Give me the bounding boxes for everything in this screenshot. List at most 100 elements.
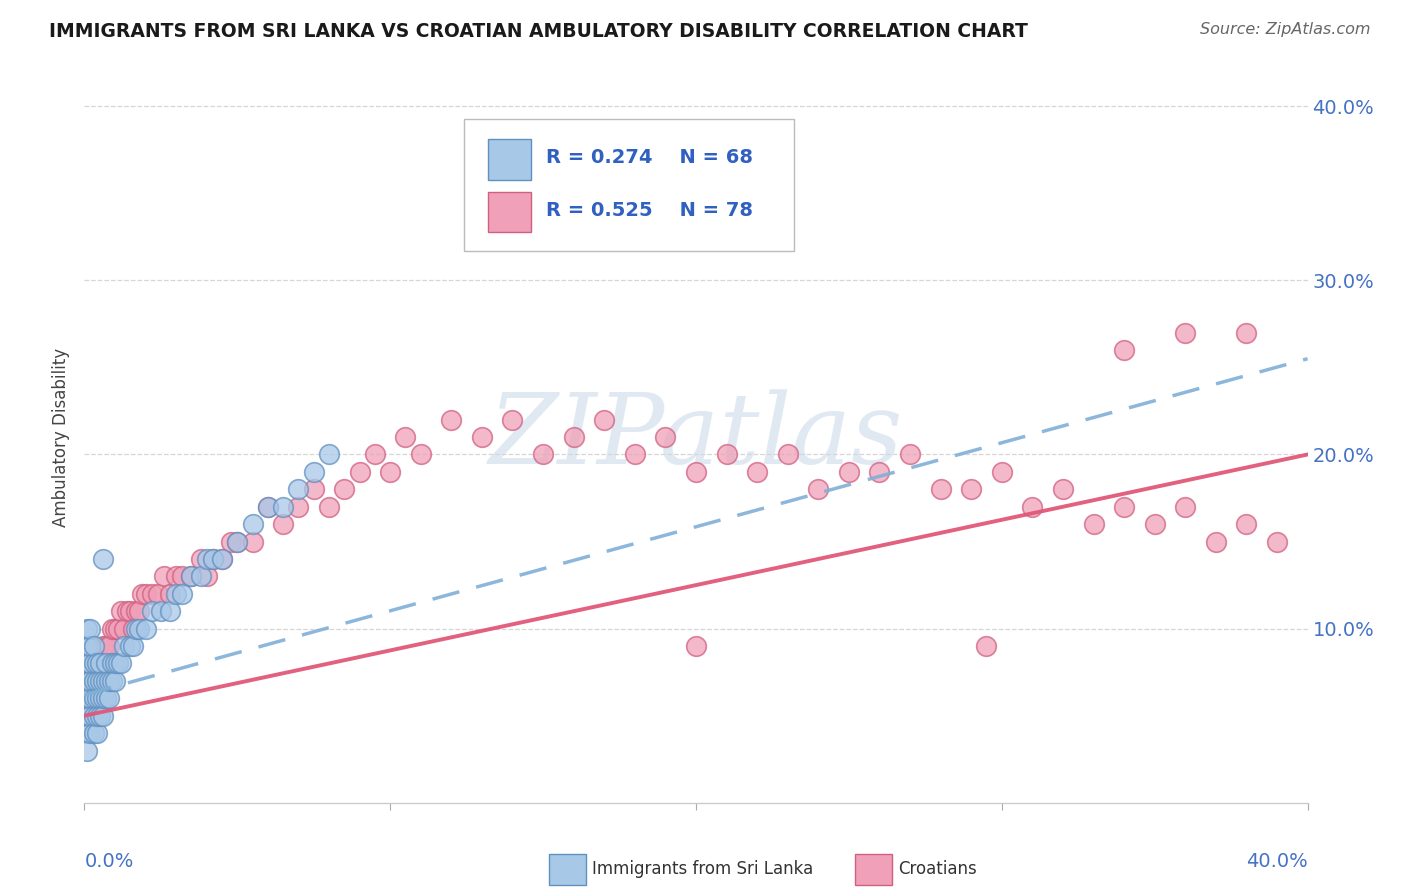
Point [226,534,249,549]
Point [271,517,294,532]
Text: 40.0%: 40.0% [1246,852,1308,871]
Text: R = 0.274    N = 68: R = 0.274 N = 68 [546,148,752,167]
Point [302,465,325,479]
Point [76,657,98,671]
Point [76,673,98,688]
Point [120,639,142,653]
Point [91,708,114,723]
Point [94,691,117,706]
Point [318,500,340,514]
Point [76,691,98,706]
Point [149,604,172,618]
Point [1205,534,1227,549]
Point [79,673,101,688]
FancyBboxPatch shape [550,854,586,885]
FancyBboxPatch shape [488,192,531,232]
Point [122,639,145,653]
Text: IMMIGRANTS FROM SRI LANKA VS CROATIAN AMBULATORY DISABILITY CORRELATION CHART: IMMIGRANTS FROM SRI LANKA VS CROATIAN AM… [49,22,1028,41]
Point [349,465,371,479]
Point [101,622,124,636]
Point [562,430,585,444]
Point [211,552,233,566]
Point [83,726,105,740]
Point [172,569,194,583]
Point [153,569,176,583]
Point [79,622,101,636]
Point [89,657,111,671]
Point [79,639,101,653]
FancyBboxPatch shape [855,854,891,885]
Point [180,569,202,583]
Point [1083,517,1105,532]
Point [219,534,242,549]
Point [79,726,101,740]
Point [898,448,921,462]
Point [79,708,101,723]
Point [89,657,111,671]
Point [76,691,98,706]
Point [364,448,387,462]
Point [91,552,114,566]
Point [960,483,983,497]
Point [131,587,153,601]
Point [79,673,101,688]
Point [159,587,181,601]
Point [94,639,117,653]
Point [380,465,402,479]
Point [1114,500,1136,514]
Point [89,673,111,688]
Point [76,622,98,636]
Point [141,587,163,601]
Point [83,691,105,706]
Point [101,657,124,671]
Point [128,622,150,636]
Point [1174,500,1197,514]
Point [94,657,117,671]
Text: Immigrants from Sri Lanka: Immigrants from Sri Lanka [592,860,813,878]
Point [76,726,98,740]
Point [685,465,707,479]
Point [94,673,117,688]
Point [89,691,111,706]
Point [1236,326,1258,340]
Point [110,657,132,671]
Point [180,569,202,583]
Point [165,587,187,601]
Point [146,587,169,601]
Point [271,500,294,514]
Point [747,465,769,479]
Point [302,483,325,497]
Point [159,604,181,618]
Point [716,448,738,462]
Point [1174,326,1197,340]
Point [91,673,114,688]
FancyBboxPatch shape [464,119,794,251]
Point [776,448,799,462]
Point [83,708,105,723]
Point [226,534,249,549]
Point [120,604,142,618]
Point [201,552,224,566]
Point [1052,483,1074,497]
Point [257,500,280,514]
Point [201,552,224,566]
Point [135,587,157,601]
Point [86,708,108,723]
Point [122,622,145,636]
Point [135,622,157,636]
Point [976,639,998,653]
Text: R = 0.525    N = 78: R = 0.525 N = 78 [546,201,752,219]
Point [287,500,309,514]
Point [991,465,1014,479]
Point [257,500,280,514]
Point [107,657,129,671]
Point [110,604,132,618]
Point [115,604,138,618]
Point [86,657,108,671]
Point [502,412,524,426]
Text: ZIPatlas: ZIPatlas [489,390,903,484]
Point [104,657,127,671]
Point [1114,343,1136,357]
Point [125,622,148,636]
Point [1265,534,1288,549]
